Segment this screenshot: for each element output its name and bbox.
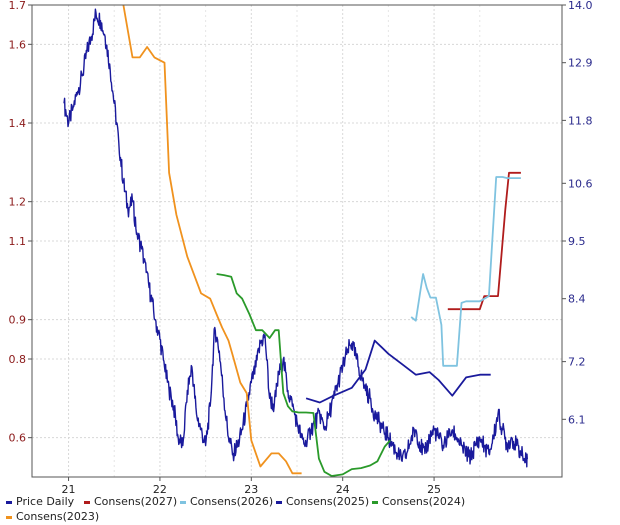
series-line-consens-2027: [447, 171, 521, 311]
series-line-consens-2024: [216, 273, 391, 477]
legend-swatch-consens-2023: [6, 516, 12, 519]
right-tick-label: 9.5: [568, 235, 586, 248]
right-tick-label: 8.4: [568, 293, 586, 306]
right-tick-label: 10.6: [568, 177, 593, 190]
x-tick-label: 24: [336, 483, 350, 496]
left-tick-label: 1.7: [9, 0, 27, 12]
legend-label-consens-2023: Consens(2023): [16, 510, 99, 523]
series-layer: [63, 4, 528, 477]
left-tick-label: 1.6: [9, 38, 27, 51]
legend-label-consens-2024: Consens(2024): [382, 495, 465, 508]
left-tick-label: 0.6: [9, 432, 27, 445]
legend: Price Daily Consens(2027) Consens(2026) Con…: [6, 495, 465, 523]
right-tick-label: 6.1: [568, 413, 586, 426]
series-line-consens-2023: [122, 4, 302, 475]
x-tick-label: 23: [244, 483, 258, 496]
x-tick-label: 25: [427, 483, 441, 496]
right-tick-label: 14.0: [568, 0, 593, 12]
legend-label-consens-2027: Consens(2027): [94, 495, 177, 508]
left-tick-label: 1.2: [9, 196, 27, 209]
left-axis: 1.7 1.6 1.4 1.2 1.1 0.9 0.8 0.6: [9, 0, 32, 445]
legend-swatch-consens-2027: [84, 501, 90, 504]
left-tick-label: 1.4: [9, 117, 27, 130]
right-tick-label: 11.8: [568, 114, 593, 127]
x-tick-label: 22: [153, 483, 167, 496]
gridlines: [32, 4, 562, 477]
left-tick-label: 1.1: [9, 235, 27, 248]
legend-label-price-daily: Price Daily: [16, 495, 75, 508]
series-line-price-daily: [63, 8, 528, 468]
right-axis: 14.0 12.9 11.8 10.6 9.5 8.4 7.2 6.1: [562, 0, 593, 426]
legend-swatch-consens-2025: [276, 501, 282, 504]
legend-label-consens-2026: Consens(2026): [190, 495, 273, 508]
right-tick-label: 7.2: [568, 356, 586, 369]
series-line-consens-2026: [410, 176, 521, 367]
legend-swatch-price-daily: [6, 501, 12, 504]
legend-swatch-consens-2024: [372, 501, 378, 504]
left-tick-label: 0.8: [9, 353, 27, 366]
x-axis: 21 22 23 24 25: [62, 477, 441, 496]
legend-swatch-consens-2026: [180, 501, 186, 504]
x-tick-label: 21: [62, 483, 76, 496]
right-tick-label: 12.9: [568, 57, 593, 70]
legend-label-consens-2025: Consens(2025): [286, 495, 369, 508]
left-tick-label: 0.9: [9, 314, 27, 327]
series-line-consens-2025: [305, 339, 491, 404]
